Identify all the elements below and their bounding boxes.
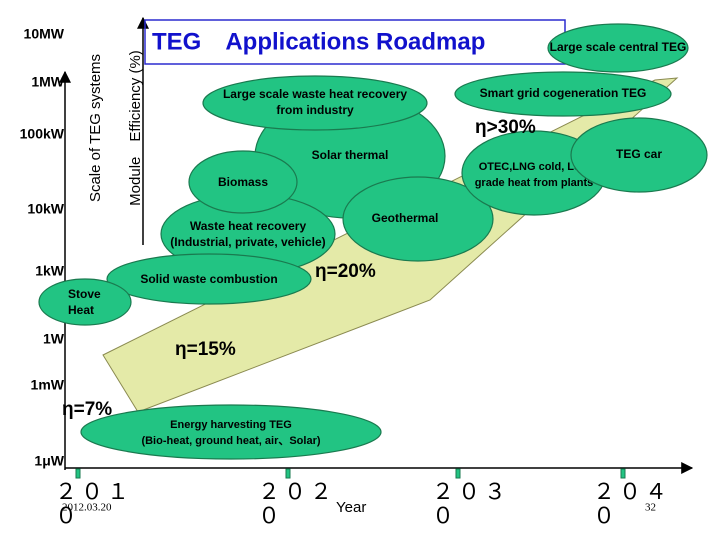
- year-label: ２０３０: [432, 479, 510, 528]
- application: [454, 71, 672, 117]
- application-label: Biomass: [218, 175, 268, 189]
- application-label: Large scale waste heat recovery: [223, 87, 407, 101]
- year-label: ２０２０: [258, 479, 336, 528]
- application: [547, 23, 689, 73]
- scale-label: 1W: [43, 331, 65, 347]
- page-number: 32: [645, 502, 656, 514]
- x-axis-title: Year: [336, 499, 366, 516]
- year-label: ２０４０: [593, 479, 671, 528]
- y-axis-title: Scale of TEG systems: [87, 54, 104, 202]
- application-label: (Industrial, private, vehicle): [170, 235, 325, 249]
- scale-label: 10MW: [24, 26, 65, 42]
- application-label: Solid waste combustion: [140, 272, 277, 286]
- application-label: TEG car: [616, 147, 662, 161]
- application-label: Geothermal: [372, 211, 439, 225]
- application-label: Waste heat recovery: [190, 219, 307, 233]
- date: 2012.03.20: [62, 502, 112, 514]
- year-label: ２０１０: [55, 479, 133, 528]
- application-label: from industry: [276, 103, 354, 117]
- scale-label: 100kW: [20, 126, 65, 142]
- efficiency-axis-title: Module Efficiency (%): [127, 50, 144, 206]
- application-label: grade heat from plants: [475, 177, 594, 189]
- application-label: Heat: [68, 303, 94, 317]
- scale-label: 1mW: [31, 377, 65, 393]
- application: [38, 278, 132, 326]
- application-label: Smart grid cogeneration TEG: [480, 86, 647, 100]
- scale-label: 1μW: [34, 453, 64, 469]
- application-label: Stove: [68, 287, 101, 301]
- application: [188, 150, 298, 214]
- application: [570, 117, 708, 193]
- scale-label: 1kW: [35, 263, 65, 279]
- efficiency-label: η=20%: [315, 261, 376, 282]
- application-label: OTEC,LNG cold, Low: [479, 161, 590, 173]
- application: [342, 176, 494, 262]
- application-label: Large scale central TEG: [550, 40, 687, 54]
- title: TEG Applications Roadmap: [152, 28, 485, 55]
- scale-label: 10kW: [27, 201, 64, 217]
- year-ticks: [75, 468, 626, 479]
- scale-label: 1MW: [31, 74, 64, 90]
- application: [202, 75, 428, 131]
- application: [80, 404, 382, 460]
- application-label: (Bio-heat, ground heat, air、Solar): [141, 435, 320, 447]
- efficiency-label: η>30%: [475, 117, 536, 138]
- application: [106, 253, 312, 305]
- application-label: Energy harvesting TEG: [170, 419, 292, 431]
- efficiency-label: η=15%: [175, 339, 236, 360]
- applications: Solar thermal Geothermal Large scale was…: [38, 23, 708, 460]
- application-label: Solar thermal: [312, 148, 389, 162]
- efficiency-label: η=7%: [62, 399, 112, 420]
